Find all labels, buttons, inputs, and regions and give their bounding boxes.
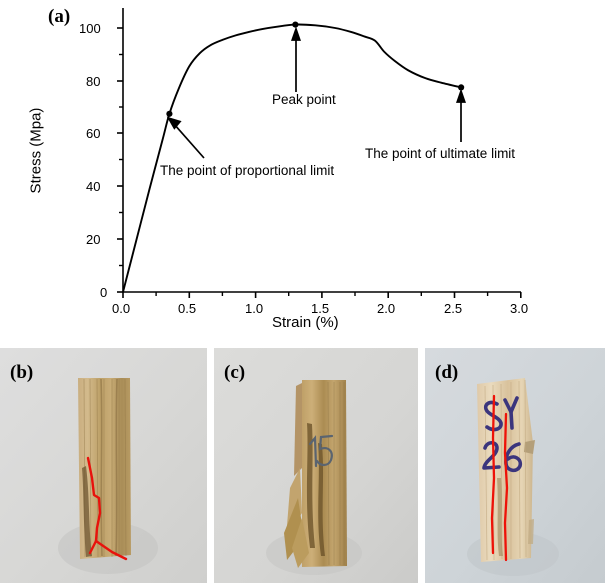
crack-trace-b (86, 456, 128, 561)
panel-label-d: (d) (435, 362, 459, 383)
pencil-mark-15 (308, 434, 334, 468)
y-tick-label-80: 80 (86, 74, 101, 89)
x-minor-ticks (155, 292, 489, 296)
photo-d-image (425, 348, 605, 583)
y-minor-ticks (119, 53, 123, 267)
y-tick-label-100: 100 (79, 21, 101, 36)
y-tick-label-20: 20 (86, 232, 101, 247)
panel-a-chart: (a) (27, 6, 529, 331)
x-tick-label-2.5: 2.5 (444, 301, 463, 316)
data-point-markers (166, 21, 465, 117)
photo-c-image (214, 348, 418, 583)
arrow-head-ultimate (456, 88, 466, 103)
annotation-arrows (166, 26, 466, 159)
x-tick-label-0.5: 0.5 (178, 301, 197, 316)
panel-label-c: (c) (224, 362, 246, 383)
annotation-peak-point: Peak point (272, 92, 336, 107)
photo-b-image (0, 348, 207, 583)
specimen-photo-row: (b) (0, 348, 605, 583)
panel-d-photo: (d) (425, 348, 605, 583)
x-tick-label-0.0: 0.0 (112, 301, 131, 316)
data-point-marker-2 (458, 84, 465, 91)
panel-b-photo: (b) (0, 348, 207, 583)
data-point-marker-1 (292, 21, 299, 28)
marker-text-26 (482, 440, 523, 473)
data-point-marker-0 (166, 110, 173, 117)
y-tick-label-40: 40 (86, 179, 101, 194)
annotation-proportional-limit: The point of proportional limit (160, 163, 335, 178)
y-major-ticks (117, 27, 123, 293)
x-tick-label-2.0: 2.0 (377, 301, 396, 316)
y-axis-title: Stress (Mpa) (27, 107, 45, 194)
panel-label-b: (b) (10, 362, 34, 383)
x-major-ticks (122, 292, 522, 298)
x-tick-label-3.0: 3.0 (510, 301, 529, 316)
stress-strain-plot (117, 8, 522, 298)
arrow-line-proportional (173, 123, 205, 159)
crack-trace-d (490, 394, 509, 562)
x-tick-label-1.0: 1.0 (245, 301, 264, 316)
annotation-ultimate-limit: The point of ultimate limit (365, 146, 516, 161)
arrow-head-proportional (166, 116, 182, 130)
arrow-head-peak (291, 26, 301, 41)
y-tick-label-0: 0 (100, 285, 108, 300)
marker-text-sy (483, 396, 519, 432)
panel-c-photo: (c) (214, 348, 418, 583)
x-tick-label-1.5: 1.5 (311, 301, 330, 316)
y-tick-label-60: 60 (86, 126, 101, 141)
x-axis-title: Strain (%) (272, 314, 339, 331)
panel-label-a: (a) (48, 6, 71, 27)
